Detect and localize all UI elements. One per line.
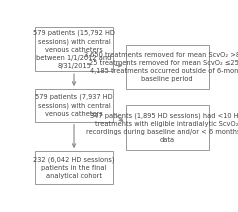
FancyBboxPatch shape bbox=[126, 105, 209, 149]
Text: 579 patients (15,792 HD
sessions) with central
venous catheters
between 1/1/2012: 579 patients (15,792 HD sessions) with c… bbox=[33, 30, 115, 69]
Text: 3,650 treatments removed for mean ScvO₂ >85%
25 treatments removed for mean ScvO: 3,650 treatments removed for mean ScvO₂ … bbox=[84, 52, 238, 82]
Text: 347 patients (1,895 HD sessions) had <10 HD
treatments with eligible intradialyt: 347 patients (1,895 HD sessions) had <10… bbox=[86, 112, 238, 143]
FancyBboxPatch shape bbox=[126, 45, 209, 89]
Text: 232 (6,042 HD sessions)
patients in the final
analytical cohort: 232 (6,042 HD sessions) patients in the … bbox=[33, 156, 115, 179]
Text: 579 patients (7,937 HD
sessions) with central
venous catheters: 579 patients (7,937 HD sessions) with ce… bbox=[35, 94, 113, 117]
FancyBboxPatch shape bbox=[35, 151, 113, 184]
FancyBboxPatch shape bbox=[35, 89, 113, 122]
FancyBboxPatch shape bbox=[35, 27, 113, 71]
